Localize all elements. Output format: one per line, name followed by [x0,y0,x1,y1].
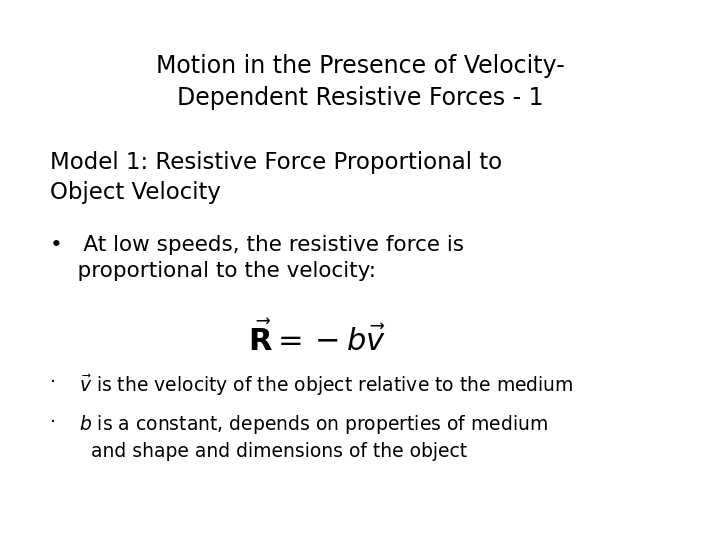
Text: ·: · [50,373,56,392]
Text: $\vec{\mathbf{R}} = -b\vec{v}$: $\vec{\mathbf{R}} = -b\vec{v}$ [248,321,386,357]
Text: Motion in the Presence of Velocity-
Dependent Resistive Forces - 1: Motion in the Presence of Velocity- Depe… [156,54,564,110]
Text: $b$ is a constant, depends on properties of medium
  and shape and dimensions of: $b$ is a constant, depends on properties… [79,413,548,461]
Text: Model 1: Resistive Force Proportional to
Object Velocity: Model 1: Resistive Force Proportional to… [50,151,503,204]
Text: ·: · [50,413,56,432]
Text: •   At low speeds, the resistive force is
    proportional to the velocity:: • At low speeds, the resistive force is … [50,235,464,281]
Text: $\vec{v}$ is the velocity of the object relative to the medium: $\vec{v}$ is the velocity of the object … [79,373,574,398]
